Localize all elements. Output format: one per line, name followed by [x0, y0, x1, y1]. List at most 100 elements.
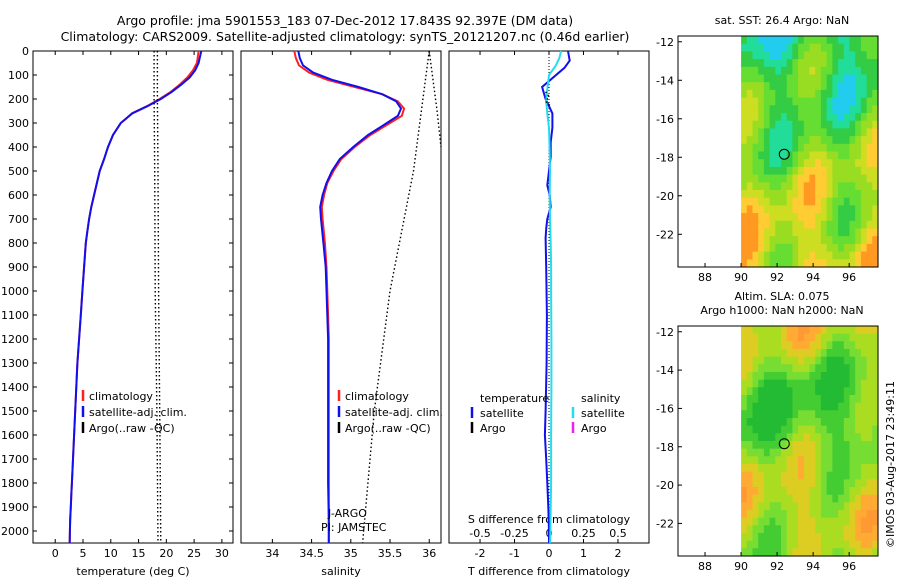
map-cell — [775, 402, 782, 411]
y-tick-label: 1100 — [1, 309, 29, 322]
map-cell — [815, 66, 822, 76]
map-cell — [763, 105, 771, 114]
map-cell — [815, 128, 822, 137]
map-cell — [798, 410, 805, 419]
map-cell — [832, 143, 839, 153]
map-cell — [815, 471, 822, 480]
map-cell — [746, 387, 754, 396]
map-cell — [781, 66, 788, 76]
map-cell — [815, 364, 822, 373]
x-tick-label: 15 — [132, 547, 146, 560]
map-cell — [786, 120, 793, 129]
map-cell — [792, 120, 799, 129]
map-cell — [860, 243, 868, 253]
map-cell — [769, 205, 776, 214]
map-cell — [781, 43, 788, 52]
map-cell — [781, 136, 788, 145]
map-cell — [815, 120, 822, 129]
map-cell — [860, 151, 868, 160]
map-cell — [843, 456, 851, 465]
map-cell — [849, 533, 856, 542]
map-cell — [798, 151, 805, 160]
map-cell — [838, 433, 845, 442]
map-cell — [849, 174, 856, 183]
map-cell — [838, 174, 845, 183]
map-cell — [838, 418, 845, 427]
map-cell — [832, 525, 839, 534]
map-cell — [832, 487, 839, 496]
map-cell — [849, 151, 856, 160]
map-cell — [866, 74, 873, 83]
map-cell — [752, 418, 759, 427]
map-cell — [815, 89, 822, 99]
map-cell — [843, 387, 851, 396]
map-cell — [872, 494, 879, 503]
map-cell — [860, 190, 868, 199]
map-cell — [798, 510, 805, 519]
map-cell — [843, 540, 851, 549]
map-cell — [769, 456, 776, 465]
map-cell — [809, 36, 816, 45]
map-cell — [860, 128, 868, 137]
map-cell — [758, 372, 765, 381]
map-cell — [838, 517, 845, 526]
map-cell — [826, 487, 833, 496]
map-cell — [746, 190, 754, 199]
float-source-annotation: J-ARGO — [327, 507, 367, 520]
map-cell — [781, 259, 788, 268]
map-cell — [832, 105, 839, 114]
map-cell — [820, 433, 828, 442]
map-cell — [741, 525, 748, 534]
map-cell — [798, 120, 805, 129]
map-cell — [826, 502, 833, 511]
map-cell — [855, 159, 862, 168]
map-cell — [763, 259, 771, 268]
map-cell — [769, 525, 776, 534]
map-cell — [855, 402, 862, 411]
map-cell — [769, 82, 776, 91]
map-cell — [832, 259, 839, 268]
map-cell — [775, 425, 782, 434]
y-tick-label: 500 — [8, 165, 29, 178]
map-cell — [855, 494, 862, 503]
map-cell — [746, 59, 754, 68]
map-cell — [855, 533, 862, 542]
map-cell — [820, 197, 828, 206]
map-cell — [758, 349, 765, 358]
map-cell — [769, 120, 776, 129]
map-cell — [860, 349, 868, 358]
map-cell — [803, 364, 811, 373]
map-cell — [786, 517, 793, 526]
map-cell — [741, 136, 748, 145]
map-cell — [746, 74, 754, 83]
map-cell — [855, 418, 862, 427]
map-cell — [792, 174, 799, 183]
map-cell — [809, 441, 816, 450]
map-cell — [815, 487, 822, 496]
map-cell — [832, 82, 839, 91]
map-cell — [838, 197, 845, 206]
map-cell — [809, 151, 816, 160]
map-cell — [860, 113, 868, 122]
map-cell — [866, 159, 873, 168]
map-cell — [792, 82, 799, 91]
map-cell — [849, 364, 856, 373]
map-cell — [866, 441, 873, 450]
map-cell — [872, 236, 879, 245]
map-cell — [826, 364, 833, 373]
map-cell — [866, 120, 873, 129]
sla-map-title-line1: Altim. SLA: 0.075 — [734, 290, 830, 303]
map-cell — [815, 166, 822, 176]
map-cell — [872, 395, 879, 404]
map-cell — [860, 471, 868, 480]
map-cell — [763, 341, 771, 350]
map-cell — [775, 471, 782, 480]
map-cell — [769, 251, 776, 260]
map-cell — [763, 236, 771, 245]
map-cell — [826, 66, 833, 76]
map-cell — [763, 533, 771, 542]
map-cell — [820, 326, 828, 335]
map-cell — [855, 356, 862, 365]
map-cell — [781, 525, 788, 534]
map-cell — [872, 151, 879, 160]
